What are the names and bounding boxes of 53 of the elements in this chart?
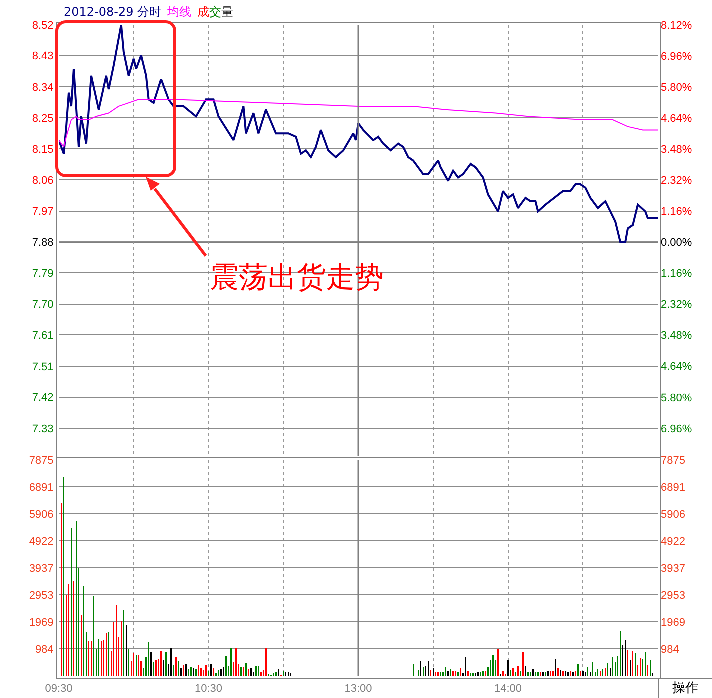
y-tick-label: 7.33 — [32, 423, 54, 436]
x-tick-label: 10:30 — [194, 683, 223, 696]
x-tick-label: 09:30 — [45, 683, 73, 696]
text: 均线 — [168, 5, 192, 19]
y-tick-label: 4922 — [29, 536, 54, 548]
y-tick-label: 8.52 — [32, 20, 54, 32]
y-tick-label: 8.43 — [32, 50, 54, 63]
y2-tick-label: 6.96% — [661, 50, 692, 63]
y2-tick-label: 4.64% — [661, 361, 692, 374]
y2-tick-label: 5.80% — [661, 392, 692, 404]
y2-tick-label: 3937 — [661, 562, 686, 575]
y2-tick-label: 2.32% — [661, 299, 692, 312]
y-tick-label: 7.97 — [32, 206, 54, 218]
y-tick-label: 7.51 — [32, 361, 54, 374]
y2-tick-label: 984 — [661, 644, 680, 656]
y2-tick-label: 8.12% — [661, 20, 692, 32]
x-tick-label: 13:00 — [344, 683, 372, 696]
y-tick-label: 7.88 — [32, 237, 54, 250]
y2-tick-label: 6.96% — [661, 423, 692, 436]
y-tick-label: 2953 — [29, 590, 54, 602]
y2-tick-label: 7875 — [661, 454, 686, 467]
y2-tick-label: 2.32% — [661, 175, 692, 188]
y-tick-label: 1969 — [29, 616, 54, 629]
y2-tick-label: 1969 — [661, 616, 686, 629]
y-tick-label: 8.15 — [32, 144, 54, 156]
y-tick-label: 8.25 — [32, 112, 54, 125]
y2-tick-label: 3.48% — [661, 144, 692, 156]
y-tick-label: 7.70 — [32, 299, 54, 312]
y-tick-label: 8.34 — [32, 82, 54, 94]
y-tick-label: 984 — [35, 644, 54, 656]
y-tick-label: 5906 — [29, 508, 54, 521]
text: 成交量 — [198, 5, 234, 19]
y2-tick-label: 5.80% — [661, 82, 692, 94]
y2-tick-label: 4922 — [661, 536, 686, 548]
y2-tick-label: 3.48% — [661, 330, 692, 342]
annotation: 震荡出货走势 — [210, 262, 384, 294]
y2-tick-label: 1.16% — [661, 206, 692, 218]
y-tick-label: 3937 — [29, 562, 54, 575]
text: 操作 — [658, 678, 712, 698]
y-tick-label: 7.42 — [32, 392, 54, 404]
y2-tick-label: 4.64% — [661, 112, 692, 125]
y2-tick-label: 1.16% — [661, 268, 692, 280]
x-tick-label: 14:00 — [494, 683, 522, 696]
y2-tick-label: 5906 — [661, 508, 686, 521]
y-tick-label: 8.06 — [32, 174, 54, 187]
y-tick-label: 7875 — [29, 454, 54, 467]
y-tick-label: 7.61 — [32, 330, 54, 342]
y2-tick-label: 6891 — [661, 482, 686, 494]
y2-tick-label: 0.00% — [661, 237, 692, 250]
y-tick-label: 7.79 — [32, 268, 54, 280]
chart-title: 2012-08-29 分时 — [64, 5, 162, 19]
y2-tick-label: 2953 — [661, 590, 686, 602]
y-tick-label: 6891 — [29, 482, 54, 494]
